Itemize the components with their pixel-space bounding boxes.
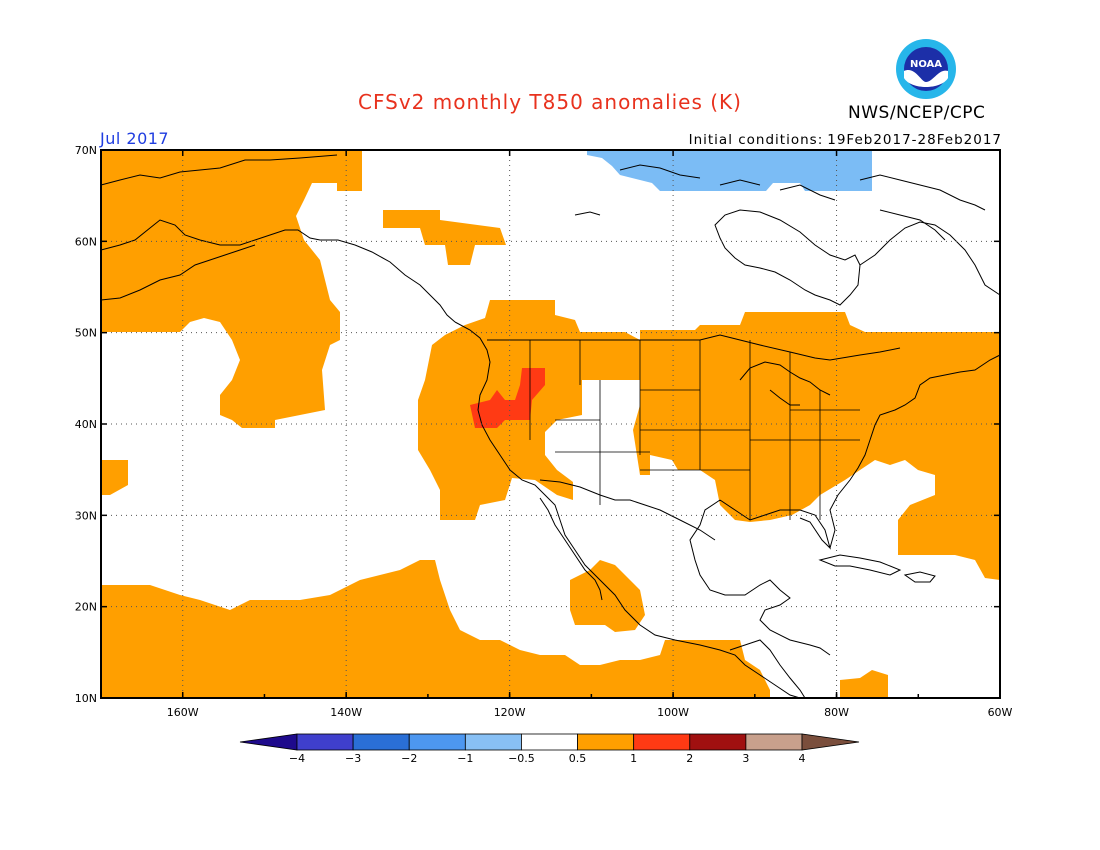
colorbar-swatch <box>408 733 466 751</box>
colorbar-label: 0.5 <box>569 752 587 765</box>
colorbar-arrow-high <box>801 733 860 751</box>
lon-label: 140W <box>330 706 362 719</box>
negative-anomaly-arctic <box>587 150 872 191</box>
colorbar-label: −3 <box>345 752 361 765</box>
colorbar-label: −4 <box>289 752 305 765</box>
lon-label: 160W <box>167 706 199 719</box>
colorbar-swatch <box>689 733 747 751</box>
colorbar-label: −0.5 <box>508 752 535 765</box>
colorbar-label: −1 <box>457 752 473 765</box>
positive-anomaly-canada-patch-1 <box>383 210 506 265</box>
hudson-bay-coastline <box>714 209 861 306</box>
longitude-labels: 160W 140W 120W 100W 80W 60W <box>167 706 1013 719</box>
positive-anomaly-eastern-na <box>633 312 1000 580</box>
initial-conditions-label: Initial conditions: <box>688 132 824 148</box>
gulf-coastline <box>689 499 831 656</box>
lat-label: 10N <box>75 692 97 705</box>
forecast-period: Jul 2017 <box>100 129 170 148</box>
baja-coastline <box>539 497 603 601</box>
latitude-labels: 70N 60N 50N 40N 30N 20N 10N <box>75 144 97 705</box>
pacific-coastline <box>454 321 801 699</box>
colorbar-swatch <box>352 733 410 751</box>
geographic-outlines <box>100 154 1001 699</box>
positive-anomaly-west-pacific-islet <box>101 460 128 495</box>
positive-anomaly-pacific-tropics <box>101 560 770 698</box>
colorbar-label: 2 <box>686 752 693 765</box>
colorbar-swatch <box>577 733 635 751</box>
lat-label: 30N <box>75 509 97 522</box>
positive-anomaly-alaska <box>101 150 340 428</box>
arctic-islands <box>574 164 986 241</box>
colorbar-swatch <box>464 733 522 751</box>
colorbar-label: 4 <box>799 752 806 765</box>
lat-label: 60N <box>75 235 97 248</box>
lat-label: 70N <box>75 144 97 157</box>
positive-anomaly-alaska-east-patch <box>337 150 362 191</box>
us-mexico-border <box>539 479 716 541</box>
colorbar-arrow-low <box>239 733 298 751</box>
organization-label: NWS/NCEP/CPC <box>848 103 986 123</box>
colorbar-label: 1 <box>630 752 637 765</box>
lon-label: 120W <box>494 706 526 719</box>
chart-title: CFSv2 monthly T850 anomalies (K) <box>358 90 742 114</box>
state-lines <box>529 340 860 520</box>
positive-anomaly-caribbean-south <box>840 670 888 698</box>
positive-anomaly-baja <box>570 560 645 632</box>
colorbar-swatch <box>521 733 578 751</box>
colorbar-label: −2 <box>401 752 417 765</box>
colorbar-swatch <box>296 733 354 751</box>
colorbar-swatch <box>633 733 691 751</box>
cuba-outline <box>818 554 902 576</box>
atlantic-coastline <box>829 354 1001 549</box>
noaa-logo-text: NOAA <box>910 59 942 70</box>
lat-label: 50N <box>75 327 97 340</box>
initial-conditions-range: 19Feb2017-28Feb2017 <box>827 132 1002 148</box>
lat-label: 20N <box>75 601 97 614</box>
colorbar: −4 −3 −2 −1 −0.5 0.5 1 2 3 4 <box>239 733 860 765</box>
lon-label: 80W <box>824 706 849 719</box>
axis-ticks <box>100 149 1001 699</box>
lon-label: 100W <box>657 706 689 719</box>
lat-label: 40N <box>75 418 97 431</box>
colorbar-label: 3 <box>742 752 749 765</box>
strong-anomaly-great-basin <box>470 368 545 428</box>
initial-conditions: Initial conditions: 19Feb2017-28Feb2017 <box>685 132 1002 148</box>
central-america-outline <box>729 639 806 699</box>
colorbar-swatch <box>745 733 803 751</box>
hispaniola-outline <box>903 571 936 583</box>
lon-label: 60W <box>988 706 1013 719</box>
labrador-coastline <box>859 221 1001 296</box>
noaa-logo: NOAA <box>895 38 957 104</box>
alaska-coastline <box>100 154 456 323</box>
anomaly-fields <box>101 150 1000 698</box>
